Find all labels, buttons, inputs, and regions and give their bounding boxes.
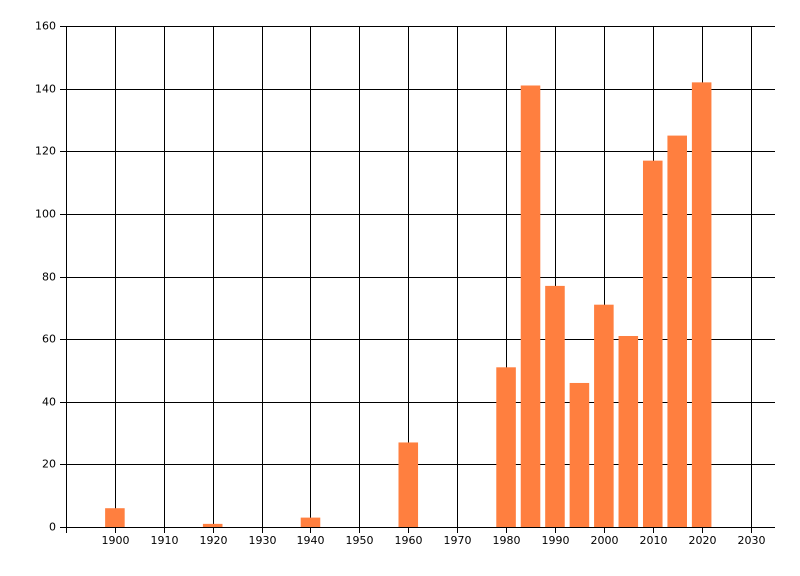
x-tick-label: 2030: [738, 534, 766, 547]
x-tick-label: 1960: [395, 534, 423, 547]
bar: [300, 517, 321, 527]
bar: [642, 160, 663, 528]
bar: [691, 82, 712, 528]
bar: [667, 135, 687, 527]
y-tick-label: 120: [35, 145, 56, 158]
x-tick-label: 1950: [346, 534, 374, 547]
y-tick-label: 140: [35, 83, 56, 96]
x-tick-label: 1940: [297, 534, 325, 547]
x-tick-label: 1990: [542, 534, 570, 547]
x-tick-label: 1930: [249, 534, 277, 547]
bar: [569, 382, 590, 527]
y-tick-label: 40: [42, 396, 56, 409]
bar: [398, 442, 419, 527]
x-tick-label: 1910: [151, 534, 179, 547]
x-tick-label: 1920: [200, 534, 228, 547]
y-tick-label: 0: [49, 521, 56, 534]
x-tick-label: 1980: [493, 534, 521, 547]
x-tick-label: 2010: [640, 534, 668, 547]
bar: [496, 367, 516, 527]
y-tick-label: 80: [42, 271, 56, 284]
bar: [105, 508, 125, 527]
bar: [545, 285, 565, 527]
y-tick-label: 160: [35, 20, 56, 33]
bar: [520, 85, 541, 528]
x-tick-label: 2020: [689, 534, 717, 547]
y-tick-label: 20: [42, 458, 56, 471]
x-tick-label: 1900: [102, 534, 130, 547]
y-tick-label: 60: [42, 333, 56, 346]
bar: [202, 523, 223, 527]
x-tick-label: 1970: [444, 534, 472, 547]
bar: [594, 304, 614, 527]
y-tick-label: 100: [35, 208, 56, 221]
x-tick-label: 2000: [591, 534, 619, 547]
bar: [618, 335, 639, 527]
